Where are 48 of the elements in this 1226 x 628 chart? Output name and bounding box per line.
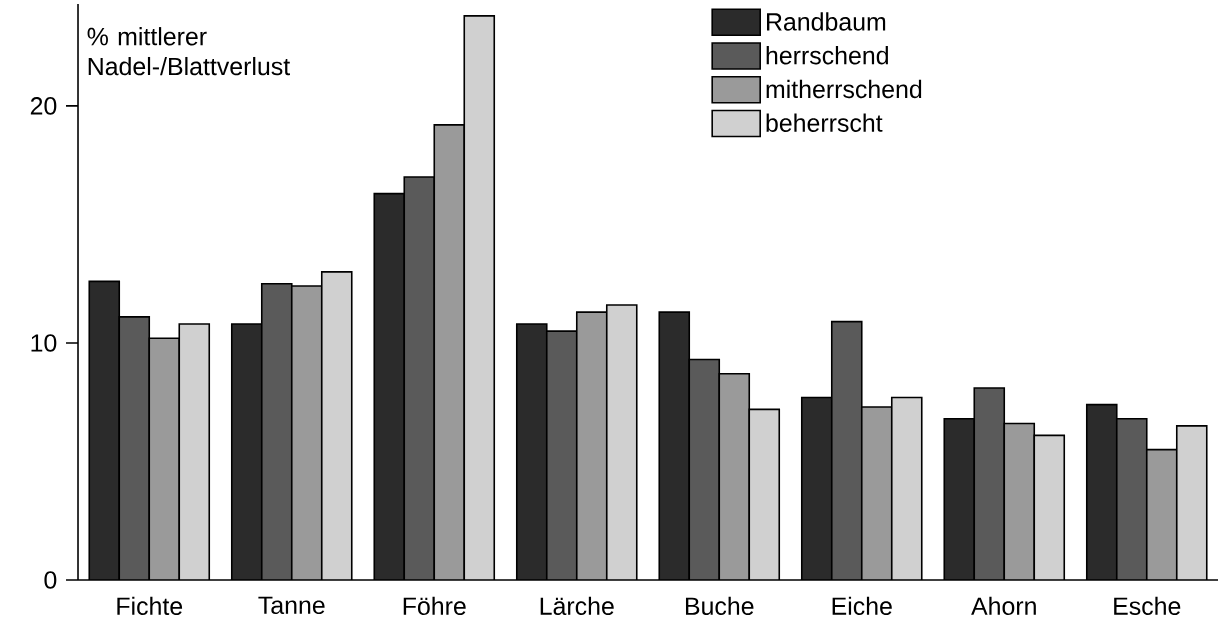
y-tick-label: 0 — [44, 571, 57, 589]
bar — [689, 359, 720, 580]
bar — [89, 281, 120, 580]
bar — [1034, 435, 1065, 580]
legend-label: beherrscht — [766, 113, 883, 132]
bar — [944, 418, 975, 580]
bar — [179, 324, 210, 580]
bar — [261, 283, 292, 580]
bar — [719, 373, 750, 580]
bar — [831, 321, 862, 580]
bar — [1085, 403, 1118, 580]
bar — [291, 286, 322, 580]
x-tick-label: Ahorn — [971, 596, 1036, 615]
bar — [434, 124, 465, 580]
bar — [374, 193, 405, 580]
x-tick-label: Eiche — [832, 596, 892, 615]
legend-label: herrschend — [766, 46, 888, 65]
bar — [891, 397, 922, 580]
x-tick-label: Tanne — [258, 596, 325, 615]
bar — [321, 271, 352, 580]
legend-label: Randbaum — [767, 12, 886, 31]
bar — [119, 316, 150, 580]
bar — [231, 324, 262, 580]
x-tick-label: Esche — [1114, 596, 1181, 615]
x-tick-label: Buche — [685, 596, 754, 615]
bar — [749, 409, 780, 580]
bar — [576, 312, 607, 580]
x-tick-label: Fichte — [117, 596, 183, 615]
bar — [1175, 425, 1208, 580]
bar — [659, 312, 690, 580]
bar — [606, 305, 637, 580]
bar — [861, 406, 892, 580]
legend-label: mitherrschend — [766, 79, 922, 99]
bar — [516, 324, 547, 580]
y-tick-label: 20 — [30, 97, 57, 115]
bar — [1115, 418, 1148, 580]
bar — [974, 388, 1005, 580]
bar — [546, 331, 577, 580]
bar — [1004, 423, 1035, 580]
y-tick-label: 10 — [31, 334, 57, 352]
bar — [464, 15, 495, 580]
x-tick-label: Lärche — [540, 596, 614, 615]
bar — [149, 338, 180, 580]
y-axis-title: % mittlerer Nadel-/Blattverlust — [87, 27, 290, 76]
x-tick-label: Föhre — [403, 596, 466, 615]
bar — [801, 397, 832, 580]
bar — [1145, 448, 1178, 580]
bar — [404, 177, 435, 580]
